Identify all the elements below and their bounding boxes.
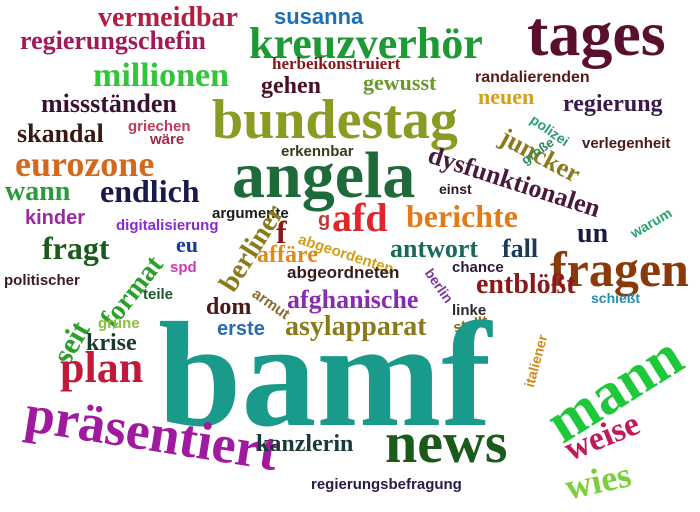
word-afghanische: afghanische — [287, 285, 419, 314]
word-skandal: skandal — [17, 119, 104, 148]
word-schiesst: schießt — [591, 290, 641, 306]
word-kanzlerin: kanzlerin — [256, 431, 354, 457]
word-kinder: kinder — [25, 207, 86, 229]
word-susanna: susanna — [274, 4, 364, 29]
word-herbeikonstruiert: herbeikonstruiert — [272, 54, 401, 73]
word-einst: einst — [439, 181, 472, 197]
word-f: f — [276, 214, 287, 250]
word-politischer: politischer — [4, 272, 80, 289]
word-regierungsbefragung: regierungsbefragung — [311, 476, 462, 493]
word-dom: dom — [206, 294, 252, 320]
word-krise: krise — [86, 330, 137, 356]
word-bamf: bamf — [158, 292, 492, 458]
word-eu: eu — [176, 232, 198, 257]
word-entbloesst: entblößt — [476, 269, 576, 300]
word-digitalisierung: digitalisierung — [116, 217, 219, 234]
word-spd: spd — [170, 259, 197, 276]
word-vermeidbar: vermeidbar — [98, 2, 238, 33]
word-griechen: griechen — [128, 118, 191, 135]
word-angela: angela — [232, 139, 416, 212]
word-kreuzverhoer: kreuzverhör — [249, 19, 483, 68]
word-argumente: argumente — [212, 205, 289, 222]
word-warum: warum — [627, 204, 675, 241]
word-plan: plan — [60, 343, 144, 392]
word-missstaenden: missständen — [41, 89, 177, 118]
word-regierungschefin: regierungschefin — [20, 26, 206, 55]
word-erste: erste — [217, 318, 265, 340]
word-fragen: fragen — [550, 241, 689, 297]
word-un: un — [577, 218, 609, 249]
word-randalierenden: randalierenden — [475, 69, 590, 86]
word-afd: afd — [332, 195, 388, 240]
word-regierung: regierung — [563, 91, 663, 117]
word-abgeordneten: abgeordneten — [287, 263, 400, 282]
word-eurozone: eurozone — [15, 144, 155, 184]
word-berichte: berichte — [406, 198, 518, 234]
word-affaere: affäre — [257, 242, 318, 268]
word-millionen: millionen — [93, 57, 230, 94]
word-erkennbar: erkennbar — [281, 143, 354, 160]
word-gewusst: gewusst — [363, 70, 437, 95]
word-italiener: italiener — [521, 332, 551, 389]
word-fragt: fragt — [42, 230, 110, 266]
word-news: news — [385, 410, 508, 475]
word-gehen: gehen — [261, 73, 321, 99]
word-gruene: grüne — [98, 315, 140, 332]
word-teile: teile — [143, 286, 174, 303]
word-verlegenheit: verlegenheit — [582, 135, 671, 152]
word-tages: tages — [527, 0, 666, 69]
word-endlich: endlich — [100, 173, 200, 209]
word-bundestag: bundestag — [212, 89, 458, 151]
word-g: g — [318, 209, 331, 231]
word-antwort: antwort — [390, 234, 479, 263]
word-asylapparat: asylapparat — [285, 311, 427, 342]
word-neuen: neuen — [478, 84, 535, 109]
word-waere: wäre — [150, 131, 185, 148]
word-linke: linke — [452, 302, 487, 319]
word-fall: fall — [502, 234, 539, 263]
word-chance: chance — [452, 259, 504, 276]
word-wann: wann — [5, 176, 71, 207]
